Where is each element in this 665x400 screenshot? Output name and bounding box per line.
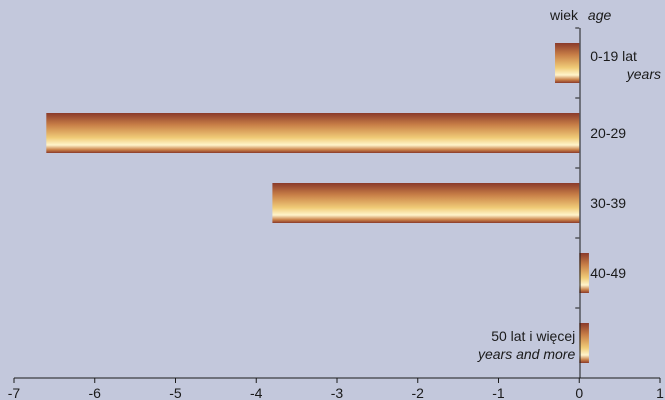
- x-ticks: -7 -6 -5 -4 -3 -2 -1 0 1: [8, 378, 664, 400]
- x-tick-label: 0: [575, 385, 583, 400]
- x-tick-label: -4: [250, 385, 263, 400]
- category-label: 20-29: [590, 125, 626, 141]
- bar: [46, 113, 580, 153]
- category-label: 30-39: [590, 195, 626, 211]
- axis-title-en: age: [588, 7, 612, 23]
- bar: [579, 253, 589, 293]
- bar: [555, 43, 580, 83]
- bars-group: [46, 43, 589, 363]
- category-label: 50 lat i więcej: [491, 328, 575, 344]
- x-tick-label: 1: [656, 385, 664, 400]
- bar: [579, 323, 589, 363]
- category-label-en: years and more: [477, 346, 575, 362]
- bar: [272, 183, 580, 223]
- category-label-en: years: [626, 66, 661, 82]
- x-tick-label: -7: [8, 385, 21, 400]
- axis-title: wiek age: [549, 7, 611, 23]
- x-tick-label: -3: [331, 385, 344, 400]
- x-tick-label: -2: [412, 385, 425, 400]
- category-labels: 0-19 lat years 20-29 30-39 40-49 50 lat i wię…: [477, 48, 661, 362]
- category-label: 40-49: [590, 265, 626, 281]
- y-ticks: [575, 27, 580, 379]
- x-tick-label: -6: [89, 385, 102, 400]
- x-tick-label: -5: [169, 385, 182, 400]
- category-label: 0-19 lat: [590, 48, 637, 64]
- x-tick-label: -1: [492, 385, 505, 400]
- axis-title-pl: wiek: [549, 7, 579, 23]
